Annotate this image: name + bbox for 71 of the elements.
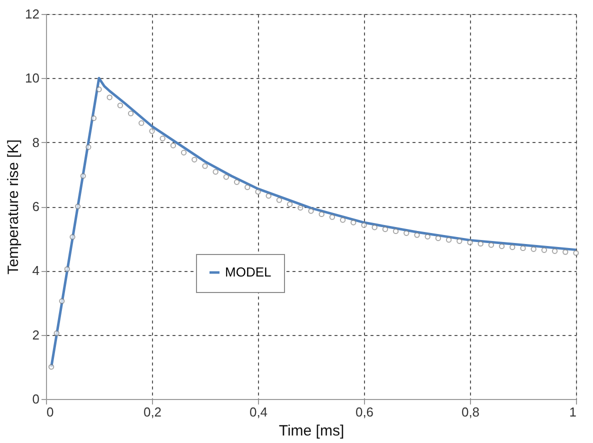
point — [64, 266, 70, 272]
point — [223, 174, 230, 180]
legend-label: MODEL — [225, 264, 272, 280]
point — [138, 120, 144, 126]
point — [106, 94, 112, 100]
x-tick-label: 0,2 — [143, 404, 162, 420]
point — [372, 224, 378, 230]
point — [160, 136, 166, 142]
point — [128, 110, 134, 116]
point — [520, 245, 526, 252]
point — [404, 230, 410, 236]
point — [48, 364, 54, 370]
point — [86, 144, 92, 150]
point — [329, 214, 336, 220]
point — [573, 250, 579, 256]
point — [59, 298, 65, 304]
point — [340, 217, 346, 223]
point — [96, 86, 102, 92]
x-tick-label: 1 — [569, 404, 576, 420]
point — [234, 179, 240, 185]
point — [552, 248, 558, 254]
y-tick-label: 8 — [32, 134, 40, 150]
point — [446, 237, 452, 243]
point — [350, 220, 356, 226]
point — [80, 173, 86, 179]
y-tick-label: 10 — [25, 70, 40, 86]
y-tick-label: 0 — [32, 392, 40, 406]
point — [202, 163, 208, 169]
point — [266, 193, 272, 199]
y-tick-label: 12 — [25, 6, 40, 22]
point — [541, 247, 548, 253]
point — [435, 235, 442, 242]
x-tick-label: 0,4 — [249, 404, 268, 420]
point — [382, 226, 388, 232]
point — [510, 244, 516, 250]
point — [244, 184, 250, 190]
point — [562, 249, 568, 255]
point — [424, 234, 430, 240]
x-axis-title: Time [ms] — [278, 422, 344, 440]
y-axis-title: Temperature rise [K] — [5, 139, 22, 275]
point — [90, 115, 97, 122]
point — [467, 240, 473, 246]
point — [498, 243, 505, 250]
point — [212, 169, 218, 175]
point — [180, 150, 187, 156]
point — [70, 234, 76, 240]
point — [456, 238, 462, 244]
point — [478, 240, 484, 247]
point — [74, 204, 81, 210]
point — [530, 246, 536, 252]
point — [318, 211, 324, 218]
point — [170, 142, 176, 148]
point — [361, 222, 367, 228]
point — [488, 242, 494, 248]
point — [255, 188, 261, 195]
y-tick-label: 2 — [32, 327, 40, 342]
point — [117, 102, 124, 108]
point — [286, 201, 293, 208]
x-tick-label: 0 — [46, 404, 54, 420]
y-tick-label: 6 — [32, 199, 40, 214]
point — [276, 197, 282, 203]
point — [192, 156, 198, 162]
x-tick-label: 0,8 — [461, 404, 480, 420]
point — [298, 204, 304, 211]
y-tick-label: 4 — [32, 263, 40, 278]
point — [54, 330, 60, 336]
point — [308, 208, 314, 214]
point — [392, 228, 399, 234]
point — [414, 232, 420, 238]
x-tick-label: 0,6 — [355, 404, 374, 420]
point — [149, 128, 155, 134]
